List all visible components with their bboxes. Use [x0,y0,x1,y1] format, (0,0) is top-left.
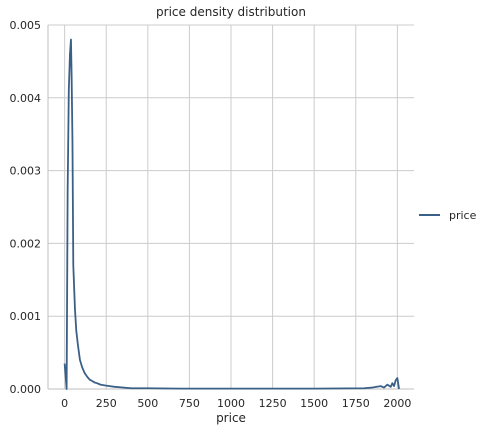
y-tick-label: 0.000 [10,383,42,396]
y-tick-label: 0.005 [10,19,42,32]
x-tick-label: 2000 [383,397,411,410]
x-tick-label: 1250 [259,397,287,410]
x-tick-label: 500 [137,397,158,410]
y-tick-label: 0.003 [10,165,42,178]
y-tick-label: 0.001 [10,310,42,323]
y-tick-label: 0.004 [10,92,42,105]
grid [48,24,414,390]
x-tick-label: 750 [179,397,200,410]
x-tick-labels: 0 250 500 750 1000 1250 1500 1750 2000 [61,397,411,410]
series-lines [63,38,400,390]
x-tick-label: 1000 [217,397,245,410]
x-tick-label: 250 [96,397,117,410]
x-tick-label: 0 [61,397,68,410]
chart-title: price density distribution [156,5,306,19]
legend: price [419,209,477,222]
y-tick-label: 0.002 [10,237,42,250]
x-tick-label: 1750 [342,397,370,410]
series-line-price [63,38,400,390]
y-tick-labels: 0.000 0.001 0.002 0.003 0.004 0.005 [10,19,42,396]
legend-label-price: price [449,209,477,222]
x-axis-label: price [216,411,246,425]
x-tick-label: 1500 [300,397,328,410]
